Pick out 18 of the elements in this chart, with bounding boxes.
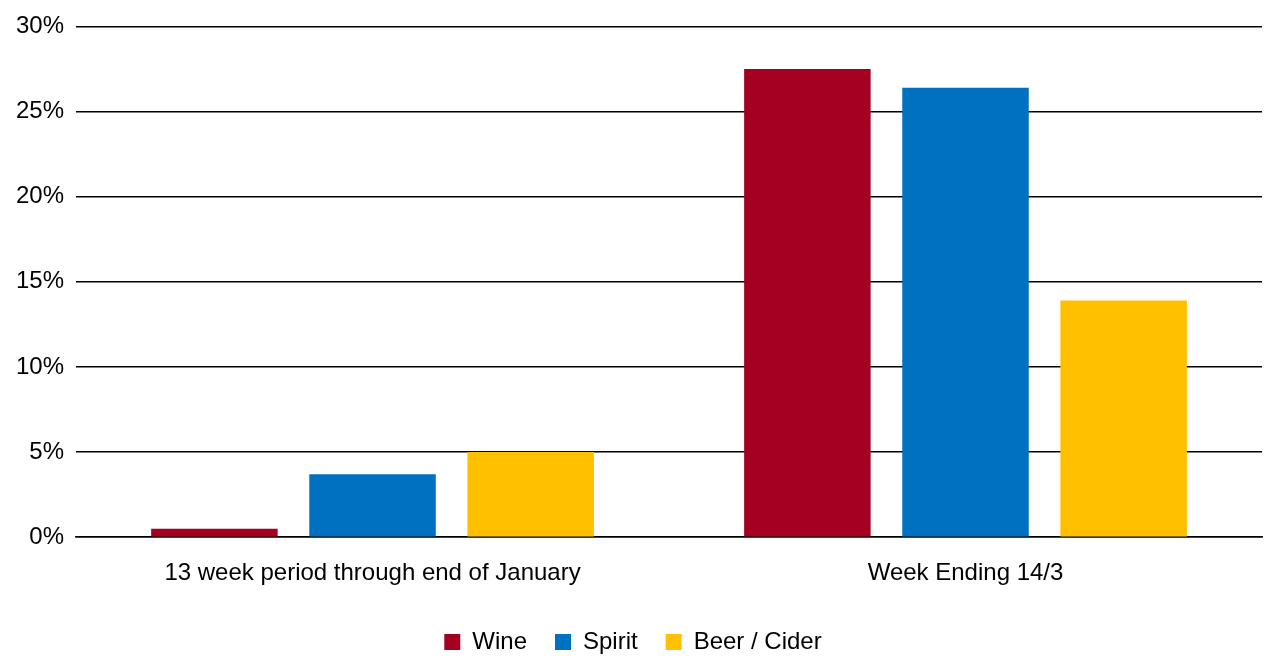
bar [467,452,594,537]
y-tick-label: 5% [29,436,65,464]
bar [309,474,436,537]
x-tick-label: 13 week period through end of January [164,558,581,586]
y-tick-label: 30% [15,11,65,39]
bar [902,87,1029,537]
y-tick-label: 20% [15,181,65,209]
legend-label: Wine [472,626,527,654]
bar [151,528,278,537]
bar [1060,300,1187,537]
x-tick-label: Week Ending 14/3 [867,558,1064,586]
bar [744,68,871,537]
y-tick-label: 10% [15,351,65,379]
legend-label: Beer / Cider [693,626,822,654]
y-tick-label: 15% [15,266,65,294]
y-tick-label: 0% [29,521,65,549]
legend-label: Spirit [582,626,638,654]
y-tick-label: 25% [15,96,65,124]
